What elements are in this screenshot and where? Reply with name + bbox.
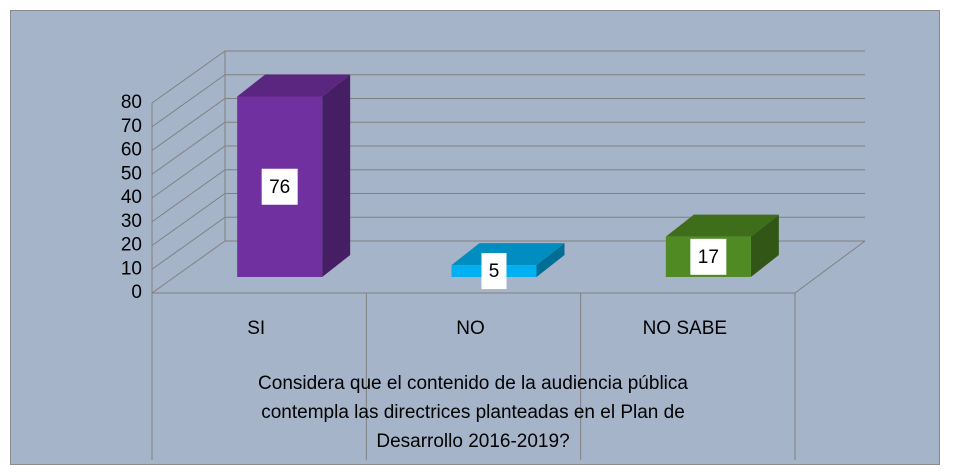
y-tick-label: 80 [121, 92, 142, 113]
y-tick-label: 40 [121, 187, 142, 208]
value-label: 5 [489, 261, 500, 282]
grid-line [151, 193, 865, 246]
bar-top [665, 214, 779, 237]
value-label: 76 [269, 177, 290, 198]
x-tick-label: SI [247, 318, 265, 339]
bar-side [750, 214, 779, 277]
bar-top [237, 74, 351, 97]
x-axis-title: Considera que el contenido de la audienc… [258, 373, 688, 394]
bar-side [322, 74, 351, 277]
y-tick-label: 20 [121, 235, 142, 256]
grid-line [151, 216, 865, 270]
grid-line [151, 145, 865, 199]
x-axis-title: Desarrollo 2016-2019? [376, 431, 569, 452]
grid-line [151, 98, 865, 151]
bar-top [451, 243, 565, 266]
y-tick-label: 60 [121, 140, 142, 161]
value-label-box [261, 168, 298, 205]
value-label-box [690, 238, 727, 275]
grid-line [151, 50, 865, 104]
chart-area [10, 10, 940, 465]
y-tick-label: 50 [121, 163, 142, 184]
grid-line [151, 74, 865, 128]
value-label: 17 [698, 247, 719, 268]
x-axis-title: contempla las directrices planteadas en … [261, 402, 685, 423]
bar-side [536, 243, 565, 277]
value-label-box [481, 253, 507, 290]
grid-line [151, 121, 865, 175]
y-tick-label: 30 [121, 211, 142, 232]
y-tick-label: 0 [131, 282, 142, 303]
x-tick-label: NO SABE [643, 318, 727, 339]
y-tick-label: 70 [121, 116, 142, 137]
grid-line [151, 240, 865, 294]
x-tick-label: NO [456, 318, 485, 339]
y-tick-label: 10 [121, 258, 142, 279]
grid-line [151, 169, 865, 223]
